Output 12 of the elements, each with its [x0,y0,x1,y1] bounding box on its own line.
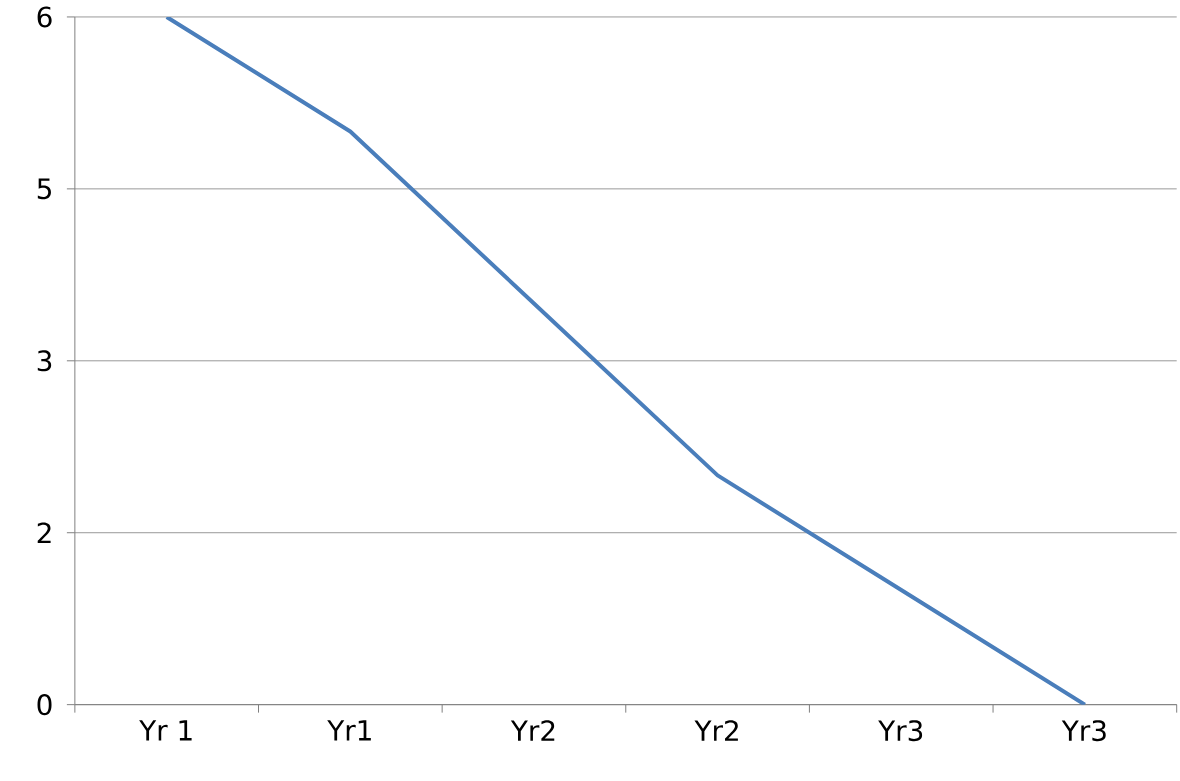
x-tick-label: Yr 1 [139,720,192,741]
y-tick-label: 3 [37,350,52,372]
y-tick-label: 0 [37,694,52,716]
x-tick-label: Yr3 [1061,720,1106,742]
x-tick-label: Yr2 [694,720,738,742]
line-series [164,17,1087,705]
y-tick-label: 5 [37,178,51,200]
x-tick-label: Yr3 [878,720,923,742]
x-tick-label: Yr2 [510,720,555,742]
y-tick-label: 6 [37,6,52,28]
y-tick-label: 2 [37,522,51,544]
x-tick-label: Yr1 [327,720,371,741]
